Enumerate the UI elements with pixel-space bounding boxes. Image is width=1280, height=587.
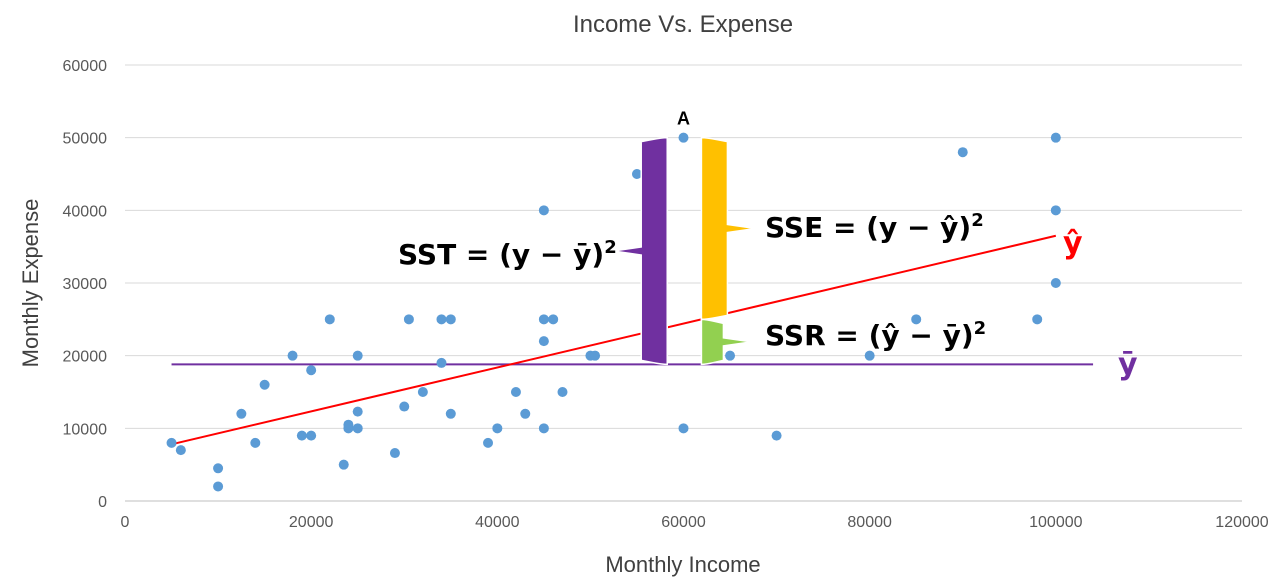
data-point	[436, 314, 447, 325]
data-point	[250, 437, 261, 448]
sst-label: SST = (y − ȳ)2	[398, 237, 617, 271]
ssr-label-main: SSR = (ŷ − ȳ)	[765, 319, 974, 352]
sse-label: SSE = (y − ŷ)2	[765, 210, 984, 244]
y-tick-label: 50000	[63, 131, 108, 148]
sst-label-main: SST = (y − ȳ)	[398, 238, 604, 271]
x-tick-label: 0	[121, 514, 130, 531]
data-point	[631, 169, 642, 179]
data-point	[520, 408, 531, 419]
data-point	[343, 419, 354, 430]
grid-lines	[125, 64, 1242, 502]
ssr-label-exponent: 2	[974, 318, 987, 339]
data-point	[678, 132, 689, 143]
data-point	[296, 430, 307, 441]
y-tick-label: 30000	[63, 276, 108, 293]
data-point	[399, 401, 410, 412]
data-point	[324, 314, 335, 325]
x-tick-label: 40000	[475, 514, 520, 531]
data-point	[352, 406, 363, 417]
y-tick-label: 40000	[63, 203, 108, 220]
sse-brace	[700, 136, 756, 321]
data-point	[306, 365, 317, 376]
ssr-brace	[700, 318, 752, 366]
reference-lines	[171, 234, 1094, 446]
sst-brace	[613, 136, 668, 366]
data-point	[1050, 205, 1061, 216]
x-tick-label: 100000	[1029, 514, 1082, 531]
data-point	[1032, 314, 1043, 325]
data-point	[548, 314, 559, 325]
x-axis-title: Monthly Income	[605, 552, 760, 577]
y-bar-label: ȳ	[1118, 347, 1138, 382]
sse-label-exponent: 2	[971, 210, 984, 231]
data-point	[166, 437, 177, 448]
data-point	[352, 350, 363, 361]
scatter-points	[166, 132, 1061, 492]
x-tick-labels: 0 20000 40000 60000 80000 100000 120000	[121, 514, 1269, 531]
y-axis-title: Monthly Expense	[18, 199, 43, 368]
data-point	[1050, 132, 1061, 143]
data-point	[771, 430, 782, 441]
x-tick-label: 20000	[289, 514, 334, 531]
data-point	[306, 430, 317, 441]
data-point	[287, 350, 298, 361]
y-tick-label: 10000	[63, 421, 108, 438]
y-tick-label: 0	[98, 494, 107, 511]
data-point	[538, 336, 549, 347]
data-point	[389, 448, 400, 459]
y-tick-label: 60000	[63, 58, 108, 75]
data-point	[213, 481, 224, 492]
x-tick-label: 120000	[1215, 514, 1268, 531]
regression-line	[171, 234, 1057, 446]
sse-label-main: SSE = (y − ŷ)	[765, 211, 971, 244]
y-tick-label: 20000	[63, 349, 108, 366]
data-point	[1050, 278, 1061, 288]
data-point	[957, 147, 968, 158]
data-point	[538, 314, 549, 325]
data-point	[510, 387, 521, 397]
data-point	[445, 314, 456, 325]
data-point	[911, 314, 922, 325]
data-point	[436, 357, 447, 368]
data-point	[213, 463, 224, 474]
point-a-label: A	[677, 109, 690, 129]
data-point	[590, 350, 601, 361]
data-point	[538, 423, 549, 434]
y-tick-labels: 0 10000 20000 30000 40000 50000 60000	[63, 58, 108, 511]
data-point	[725, 350, 736, 361]
ssr-label: SSR = (ŷ − ȳ)2	[765, 318, 986, 352]
x-tick-label: 60000	[661, 514, 706, 531]
data-point	[483, 437, 494, 448]
data-point	[538, 205, 549, 216]
data-point	[403, 314, 414, 325]
data-point	[236, 408, 247, 419]
data-point	[678, 423, 689, 434]
data-point	[557, 387, 568, 397]
data-point	[175, 445, 186, 456]
data-point	[417, 387, 428, 397]
data-point	[338, 459, 349, 470]
chart-title: Income Vs. Expense	[573, 11, 793, 38]
y-hat-label: ŷ	[1063, 226, 1083, 261]
data-point	[352, 423, 363, 434]
data-point	[259, 379, 270, 390]
data-point	[864, 350, 875, 361]
x-tick-label: 80000	[847, 514, 892, 531]
data-point	[445, 408, 456, 419]
data-point	[492, 423, 503, 434]
sst-label-exponent: 2	[604, 237, 617, 258]
